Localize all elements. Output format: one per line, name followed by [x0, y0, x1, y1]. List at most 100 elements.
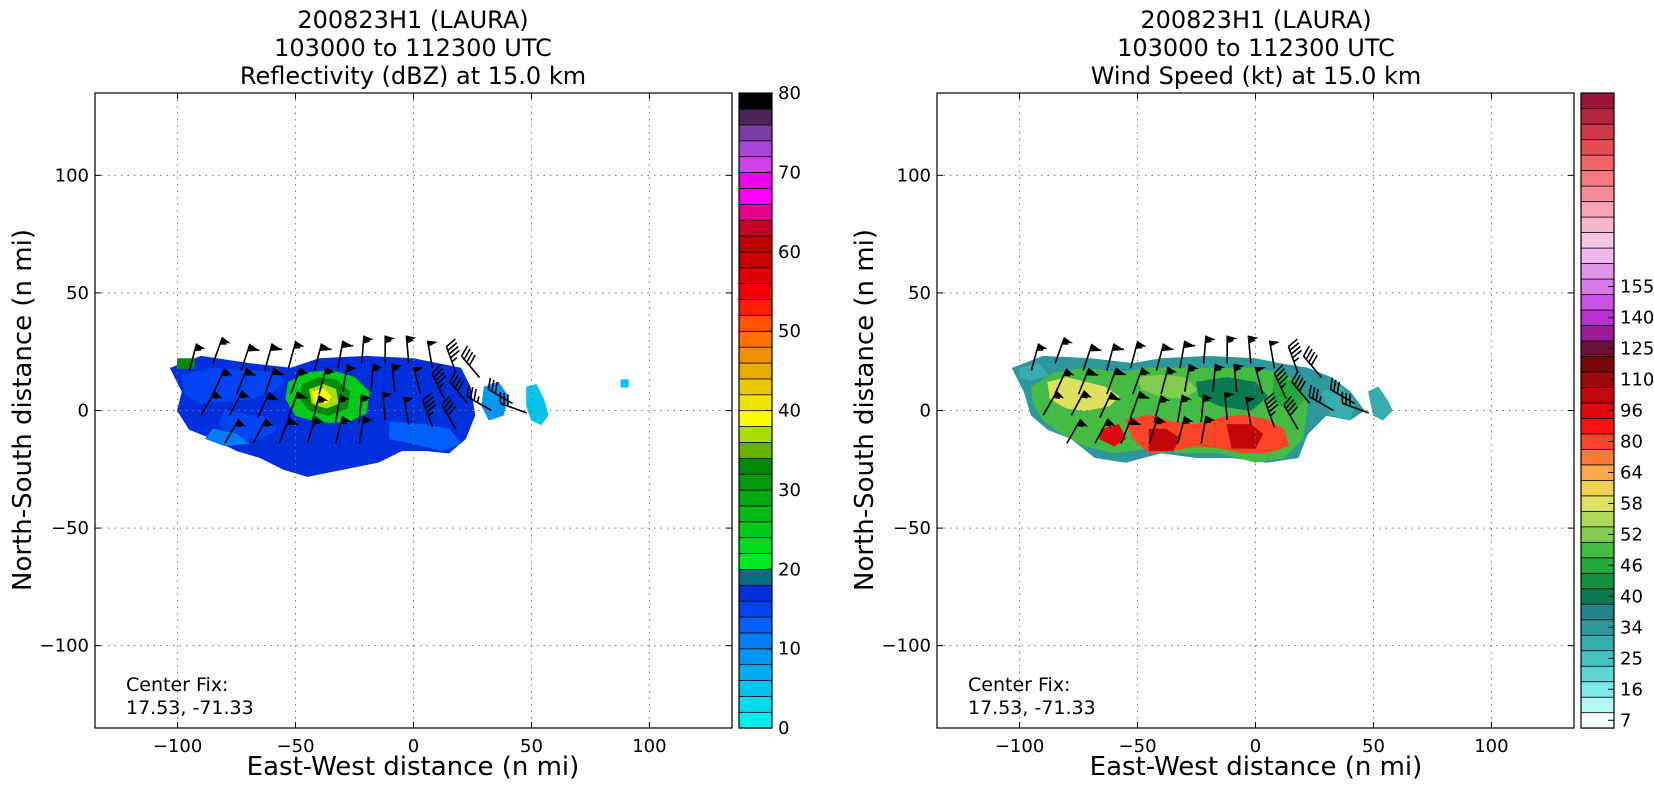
colorbar-tick-label: 7 [1620, 710, 1631, 731]
colorbar-swatch [1580, 479, 1615, 497]
wind-barb [1054, 336, 1073, 364]
y-tick-label: −50 [893, 518, 931, 539]
colorbar-swatch [738, 648, 773, 666]
wind-barb [384, 335, 396, 364]
colorbar-tick-label: 64 [1620, 462, 1643, 483]
chart-title-line-2: 103000 to 112300 UTC [1117, 34, 1395, 62]
y-axis-label: North-South distance (n mi) [850, 229, 880, 591]
wind-barb [445, 338, 461, 374]
colorbar-swatch [1580, 262, 1615, 280]
wind-barb [1030, 343, 1048, 371]
colorbar-tick-label: 110 [1620, 370, 1654, 391]
wind-barb [1070, 390, 1093, 416]
center-fix-value: 17.53, -71.33 [968, 697, 1096, 719]
wind-barb [1129, 391, 1150, 418]
wind-barb [1082, 343, 1102, 371]
wind-barb [449, 371, 469, 404]
wind-barb [1254, 366, 1266, 395]
wind-barb [334, 394, 350, 423]
wind-barb [1200, 394, 1214, 423]
wind-barb [1054, 368, 1075, 395]
colorbar-swatch [738, 695, 773, 713]
wind-barb [1287, 338, 1303, 374]
wind-barb [426, 340, 438, 369]
wind-barb [431, 364, 447, 400]
colorbar-swatch [1580, 634, 1615, 652]
wind-barb [405, 335, 417, 364]
field-region [1368, 386, 1393, 421]
wind-barb [1264, 392, 1279, 428]
field-region [1099, 424, 1127, 447]
wind-barb [341, 363, 357, 392]
colorbar-swatch [738, 92, 773, 110]
wind-barb [212, 368, 233, 395]
wind-barb [1226, 335, 1238, 364]
wind-barb [264, 367, 284, 395]
wind-barb [1308, 384, 1334, 412]
colorbar-tick-label: 40 [1620, 586, 1643, 607]
wind-barb [460, 345, 481, 379]
wind-barb [370, 363, 384, 392]
wind-barb [1148, 416, 1167, 444]
colorbar-tick-label: 155 [1620, 277, 1654, 298]
colorbar-swatch [1580, 541, 1615, 559]
colorbar-tick-label: 60 [778, 242, 801, 263]
x-tick-label: −50 [1119, 736, 1157, 757]
colorbar-swatch [1580, 170, 1615, 187]
colorbar-swatch [738, 124, 773, 142]
center-fix-label: Center Fix: [126, 674, 228, 696]
colorbar-swatch [1580, 603, 1615, 621]
colorbar-swatch [738, 600, 773, 618]
wind-barb [1106, 367, 1126, 395]
field-region [1136, 374, 1198, 400]
wind-barb [1223, 391, 1235, 420]
field-region [389, 421, 462, 452]
colorbar-swatch [738, 378, 773, 396]
colorbar-tick-label: 70 [778, 162, 801, 183]
plot-area: −100 −50 0 50 100 −100 −50 0 50 100 Center Fix: 1… [40, 92, 733, 757]
wind-barb [1155, 343, 1174, 371]
axis-ticks: −100 −50 0 50 100 −100 −50 0 50 100 [882, 93, 1574, 757]
colorbar-swatch [1580, 665, 1615, 683]
colorbar-tick-label: 125 [1620, 339, 1654, 360]
colorbar-swatch [1580, 417, 1615, 435]
wind-barb [403, 396, 415, 425]
wind-barb [311, 395, 329, 423]
plot-area: −100 −50 0 50 100 −100 −50 0 50 100 Center Fix: 1… [882, 92, 1575, 757]
x-tick-label: −100 [995, 736, 1044, 757]
wind-barb [1042, 390, 1065, 416]
colorbar-swatch [738, 584, 773, 602]
x-tick-label: 0 [408, 736, 419, 757]
field-region [526, 384, 549, 426]
colorbar-tick-label: 80 [778, 83, 801, 104]
wind-barb [381, 391, 393, 420]
wind-barb [1132, 367, 1151, 395]
colorbar-swatch [1580, 201, 1615, 218]
colorbar-tick-label: 50 [778, 321, 801, 342]
colorbar-tick-label: 30 [778, 480, 801, 501]
y-axis-label: North-South distance (n mi) [8, 229, 38, 591]
wind-barb [1120, 417, 1141, 444]
colorbar-swatch [738, 298, 773, 316]
colorbar-swatch [1580, 386, 1615, 404]
colorbar-swatch [1580, 154, 1615, 172]
wind-barb [1247, 335, 1259, 364]
y-tick-label: −50 [51, 518, 89, 539]
colorbar-swatch [738, 521, 773, 539]
wind-barb [1283, 395, 1299, 430]
colorbar-tick-label: 0 [778, 718, 789, 739]
colorbar-swatch [738, 251, 773, 269]
colorbar-swatch [1580, 510, 1615, 528]
wind-barb [1099, 391, 1121, 418]
colorbar-swatch [738, 425, 773, 443]
y-tick-label: 100 [897, 165, 931, 186]
wind-barb [287, 391, 308, 418]
wind-barb [391, 363, 403, 392]
wind-barb [422, 392, 437, 428]
colorbar-tick-label: 80 [1620, 431, 1643, 452]
colorbar-swatch [738, 489, 773, 507]
wind-barb [188, 343, 206, 371]
field-region [1019, 362, 1049, 381]
wind-barb [318, 366, 336, 395]
